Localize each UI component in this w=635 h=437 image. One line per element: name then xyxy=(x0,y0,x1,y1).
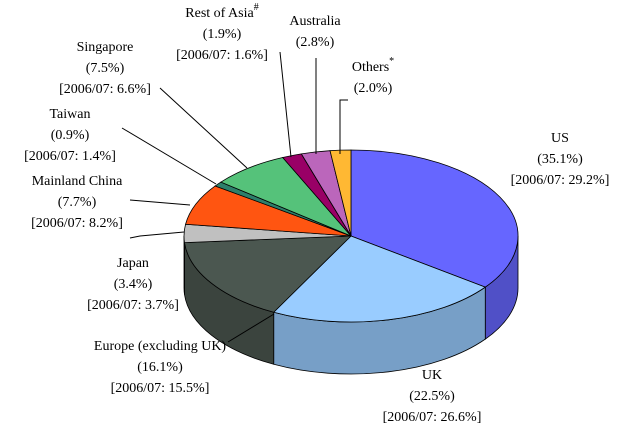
value-label: (16.1%) xyxy=(137,360,183,375)
prior-label: [2006/07: 1.4%] xyxy=(24,149,116,164)
prior-label: [2006/07: 8.2%] xyxy=(31,216,123,231)
category-name: UK xyxy=(422,368,442,383)
value-label: (2.0%) xyxy=(354,81,393,96)
category-name: Taiwan xyxy=(49,107,90,122)
category-name: Europe (excluding UK) xyxy=(94,339,227,354)
category-name: Japan xyxy=(117,256,149,271)
pie-walls xyxy=(183,235,519,375)
category-name: US xyxy=(551,131,569,146)
category-label: Europe (excluding UK) xyxy=(94,339,227,354)
leader-line xyxy=(129,199,191,206)
category-label: Others* xyxy=(352,56,394,74)
value-label: (2.8%) xyxy=(296,35,335,50)
category-label: Japan xyxy=(117,256,149,271)
prior-label: [2006/07: 15.5%] xyxy=(111,381,210,396)
prior-label: [2006/07: 3.7%] xyxy=(87,298,179,313)
leader-line xyxy=(129,231,185,239)
value-label: (22.5%) xyxy=(409,389,455,404)
leader-line xyxy=(159,87,248,169)
value-label: (35.1%) xyxy=(537,152,583,167)
category-name: Singapore xyxy=(77,40,134,55)
category-label: Rest of Asia# xyxy=(185,2,258,20)
prior-label: [2006/07: 1.6%] xyxy=(176,48,268,63)
category-name: Others xyxy=(352,60,389,75)
category-label: UK xyxy=(422,368,442,383)
pie-tops xyxy=(183,149,519,323)
category-label: US xyxy=(551,131,569,146)
slice xyxy=(184,235,353,313)
category-name: Australia xyxy=(289,14,341,29)
value-label: (7.5%) xyxy=(86,61,125,76)
category-label: Singapore xyxy=(77,40,134,55)
prior-label: [2006/07: 29.2%] xyxy=(511,173,610,188)
slice xyxy=(272,235,487,323)
category-label: Taiwan xyxy=(49,107,90,122)
category-name: Mainland China xyxy=(32,174,123,189)
category-superscript: # xyxy=(254,2,259,13)
category-superscript: * xyxy=(389,56,394,67)
category-label: Australia xyxy=(289,14,341,29)
value-label: (0.9%) xyxy=(51,128,90,143)
leader-line xyxy=(121,127,217,185)
value-label: (1.9%) xyxy=(203,27,242,42)
value-label: (3.4%) xyxy=(114,277,153,292)
category-name: Rest of Asia xyxy=(185,6,254,21)
leader-line xyxy=(227,313,275,343)
category-label: Mainland China xyxy=(32,174,123,189)
leader-line xyxy=(339,99,348,154)
leader-line xyxy=(279,51,292,158)
leader-lines xyxy=(121,51,348,343)
labels: US (35.1%) [2006/07: 29.2%] UK (22.5%) [2006/… xyxy=(24,2,609,424)
prior-label: [2006/07: 26.6%] xyxy=(383,410,482,425)
value-label: (7.7%) xyxy=(58,195,97,210)
slice xyxy=(329,149,352,237)
slice xyxy=(350,149,519,288)
prior-label: [2006/07: 6.6%] xyxy=(59,82,151,97)
